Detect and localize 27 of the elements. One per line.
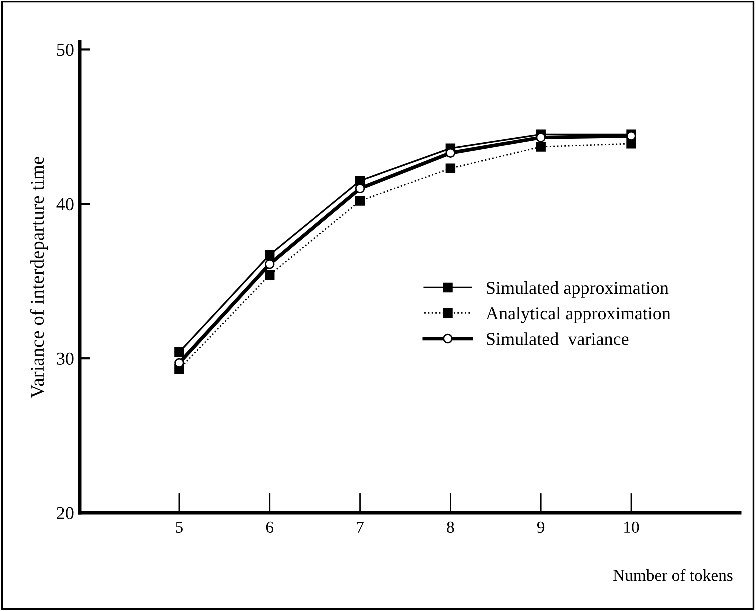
point [536, 132, 546, 143]
legend-label: Simulated approximation [487, 282, 669, 298]
legend-label: Simulated variance [487, 332, 629, 346]
x-tick-label: 7 [357, 522, 364, 533]
point [265, 250, 275, 260]
x-axis-title: Number of tokens [614, 569, 733, 582]
point [265, 270, 275, 280]
x-tick-label: 8 [447, 522, 454, 534]
point [174, 348, 184, 358]
y-tick-label: 20 [57, 507, 74, 520]
y-tick-label: 40 [56, 198, 74, 211]
x-tick-label: 9 [537, 522, 545, 534]
y-tick-label: 50 [57, 44, 74, 56]
point [536, 142, 546, 152]
legend-label: Analytical approximation [486, 307, 671, 324]
point [626, 139, 636, 149]
y-axis-title: Variance of interdeparture time [30, 156, 48, 398]
point [355, 196, 366, 206]
point [265, 260, 275, 270]
point [174, 358, 184, 368]
point [355, 184, 366, 194]
x-tick-label: 6 [266, 522, 274, 534]
point [446, 164, 456, 174]
x-tick-label: 10 [624, 522, 640, 534]
y-tick-label: 30 [57, 352, 74, 366]
point [446, 148, 456, 158]
x-tick-label: 5 [176, 522, 183, 534]
